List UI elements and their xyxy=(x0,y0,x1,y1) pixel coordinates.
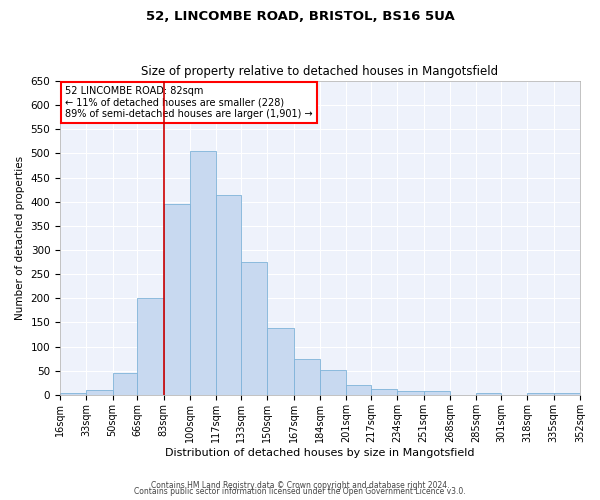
Bar xyxy=(190,151,217,395)
Bar xyxy=(527,392,554,395)
Bar xyxy=(60,392,86,395)
X-axis label: Distribution of detached houses by size in Mangotsfield: Distribution of detached houses by size … xyxy=(165,448,475,458)
Bar xyxy=(241,262,268,395)
Text: Contains HM Land Registry data © Crown copyright and database right 2024.: Contains HM Land Registry data © Crown c… xyxy=(151,481,449,490)
Bar xyxy=(268,328,294,395)
Bar xyxy=(294,358,320,395)
Text: Contains public sector information licensed under the Open Government Licence v3: Contains public sector information licen… xyxy=(134,488,466,496)
Title: Size of property relative to detached houses in Mangotsfield: Size of property relative to detached ho… xyxy=(142,66,499,78)
Bar xyxy=(137,298,164,395)
Bar xyxy=(424,391,450,395)
Bar xyxy=(164,204,190,395)
Bar xyxy=(86,390,113,395)
Bar xyxy=(371,389,397,395)
Bar xyxy=(346,386,371,395)
Text: 52, LINCOMBE ROAD, BRISTOL, BS16 5UA: 52, LINCOMBE ROAD, BRISTOL, BS16 5UA xyxy=(146,10,454,23)
Bar xyxy=(320,370,346,395)
Bar xyxy=(476,392,501,395)
Bar xyxy=(397,391,424,395)
Bar xyxy=(113,373,137,395)
Y-axis label: Number of detached properties: Number of detached properties xyxy=(15,156,25,320)
Bar xyxy=(217,194,241,395)
Text: 52 LINCOMBE ROAD: 82sqm
← 11% of detached houses are smaller (228)
89% of semi-d: 52 LINCOMBE ROAD: 82sqm ← 11% of detache… xyxy=(65,86,313,119)
Bar xyxy=(554,394,580,395)
